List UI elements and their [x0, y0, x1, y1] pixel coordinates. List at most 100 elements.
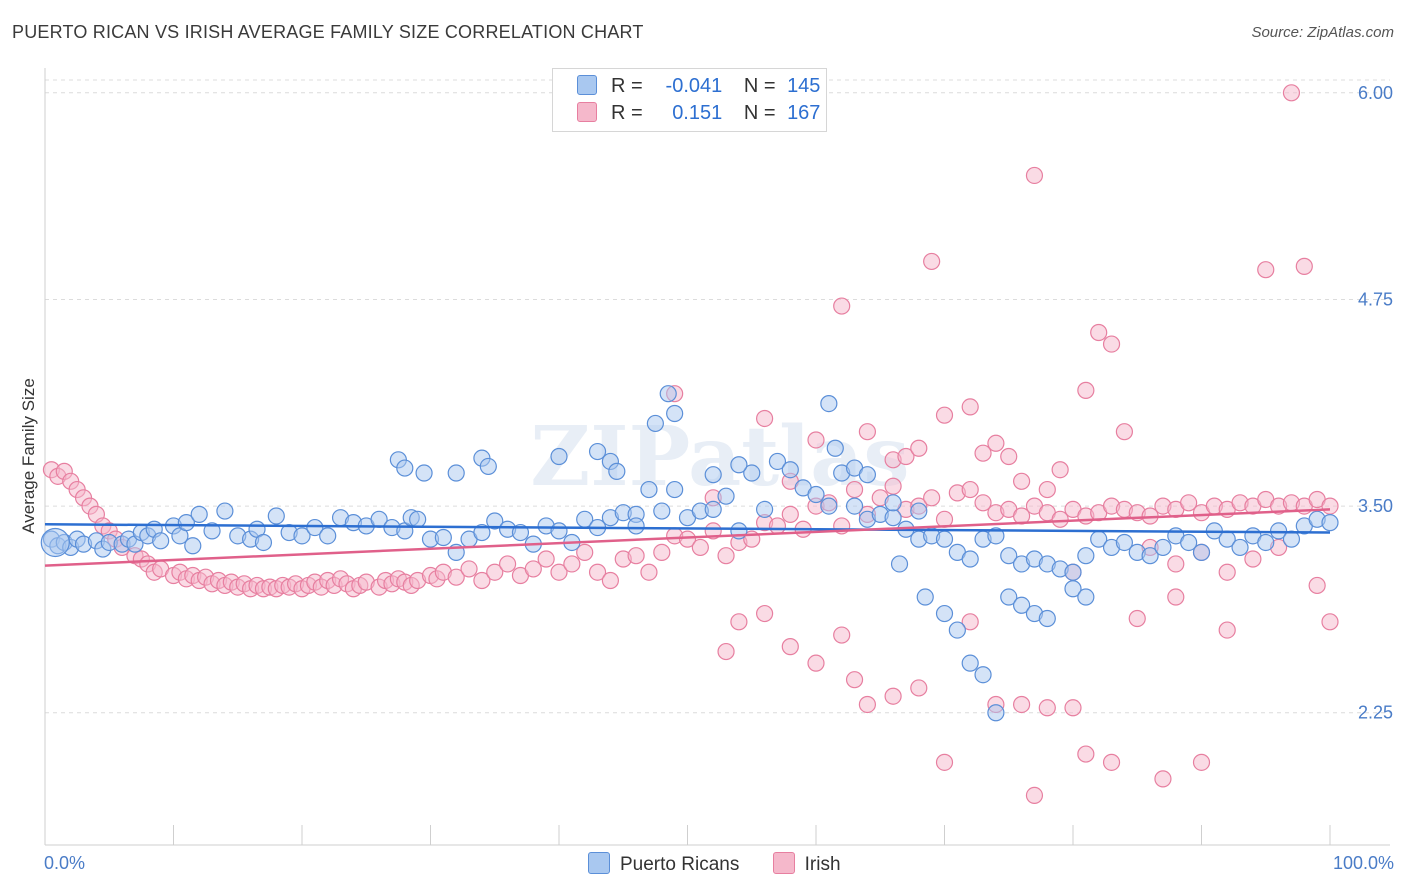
- data-point: [910, 679, 928, 697]
- data-point: [293, 527, 311, 545]
- data-point: [704, 522, 722, 540]
- data-point: [1012, 695, 1031, 714]
- data-point: [948, 621, 966, 639]
- data-point: [1244, 550, 1262, 568]
- data-point: [704, 500, 722, 519]
- data-point: [935, 406, 954, 424]
- data-point: [184, 537, 202, 555]
- y-tick-label: 6.00: [1358, 83, 1393, 103]
- data-point: [659, 385, 677, 403]
- axis-labels: 2.25 3.50 4.75 6.00 0.0% 100.0% Average Family…: [19, 83, 1394, 873]
- data-point: [479, 457, 497, 476]
- data-point: [890, 555, 909, 573]
- data-point: [1192, 753, 1211, 771]
- legend-swatch-pink: [772, 852, 795, 874]
- legend-n-value: 145: [787, 75, 821, 97]
- y-tick-label: 3.50: [1358, 496, 1393, 516]
- data-point: [755, 604, 774, 623]
- data-point: [961, 654, 979, 672]
- data-point: [1141, 547, 1159, 565]
- data-point: [1077, 745, 1095, 763]
- data-point: [608, 462, 626, 480]
- data-point: [910, 502, 928, 520]
- data-point-large: [40, 527, 70, 558]
- data-point: [486, 563, 504, 581]
- data-point: [1167, 555, 1185, 573]
- grid-lines: [45, 79, 1390, 714]
- data-point: [755, 500, 774, 519]
- data-point: [653, 502, 671, 520]
- data-point: [447, 464, 465, 482]
- data-point: [1269, 522, 1288, 540]
- legend-row-irish: R = 0.151 N = 167: [577, 102, 820, 126]
- data-point: [1077, 547, 1095, 565]
- data-point: [646, 414, 664, 433]
- trend-line-irish: [44, 508, 1331, 567]
- data-point: [781, 461, 799, 479]
- data-point: [1025, 166, 1044, 185]
- data-point: [1000, 447, 1018, 466]
- legend-r-value: -0.041: [665, 75, 723, 97]
- data-point: [1231, 538, 1249, 557]
- data-point: [640, 480, 658, 499]
- data-point: [678, 530, 697, 548]
- data-point: [177, 514, 195, 532]
- data-point: [1257, 533, 1275, 552]
- data-point: [845, 497, 864, 515]
- data-point: [1154, 538, 1172, 557]
- data-point: [884, 477, 902, 495]
- legend-item-irish: Irish: [772, 852, 841, 876]
- data-point: [1295, 257, 1313, 275]
- correlation-legend: R = -0.041 N = 145 R = 0.151 N = 167: [552, 68, 827, 132]
- data-point: [190, 505, 208, 523]
- data-point: [550, 447, 568, 466]
- data-point: [409, 510, 427, 528]
- irish-points: [42, 84, 1339, 805]
- data-point: [1064, 699, 1082, 717]
- data-point: [858, 466, 877, 484]
- data-point: [1218, 621, 1236, 639]
- data-point: [781, 638, 799, 656]
- data-point: [961, 613, 979, 631]
- data-point: [974, 444, 992, 462]
- data-point: [627, 547, 645, 565]
- data-point: [884, 509, 902, 527]
- data-point: [1038, 480, 1056, 499]
- axes: [44, 68, 1390, 846]
- data-point: [1102, 335, 1121, 353]
- data-point: [653, 543, 671, 561]
- legend-swatch-pink: [577, 102, 597, 122]
- data-point: [319, 527, 337, 545]
- data-point: [768, 517, 787, 535]
- data-point: [666, 480, 684, 499]
- data-point: [833, 626, 851, 644]
- data-point: [1000, 588, 1018, 606]
- x-tick-label: 0.0%: [44, 853, 85, 873]
- data-point: [1012, 472, 1031, 490]
- data-point: [691, 538, 709, 557]
- data-point: [1115, 533, 1134, 552]
- y-tick-label: 4.75: [1358, 289, 1393, 309]
- data-point: [807, 431, 825, 449]
- data-point: [1000, 547, 1018, 565]
- data-point: [910, 439, 928, 457]
- data-point: [961, 398, 979, 416]
- data-point: [884, 687, 902, 705]
- puerto-rican-points: [40, 385, 1339, 722]
- data-point: [588, 563, 607, 581]
- legend-r-value: 0.151: [672, 102, 723, 124]
- data-point: [396, 459, 414, 477]
- data-point: [1102, 753, 1121, 771]
- data-point: [755, 409, 774, 428]
- legend-label: Irish: [804, 854, 841, 875]
- data-point: [884, 494, 902, 512]
- legend-item-puerto-ricans: Puerto Ricans: [588, 852, 739, 876]
- data-point: [845, 671, 864, 689]
- data-point: [961, 480, 979, 499]
- data-point: [550, 522, 568, 540]
- data-point: [1038, 609, 1056, 628]
- data-point: [537, 550, 555, 568]
- data-point: [1051, 510, 1069, 528]
- data-point: [1090, 323, 1108, 342]
- y-tick-label: 2.25: [1358, 703, 1393, 723]
